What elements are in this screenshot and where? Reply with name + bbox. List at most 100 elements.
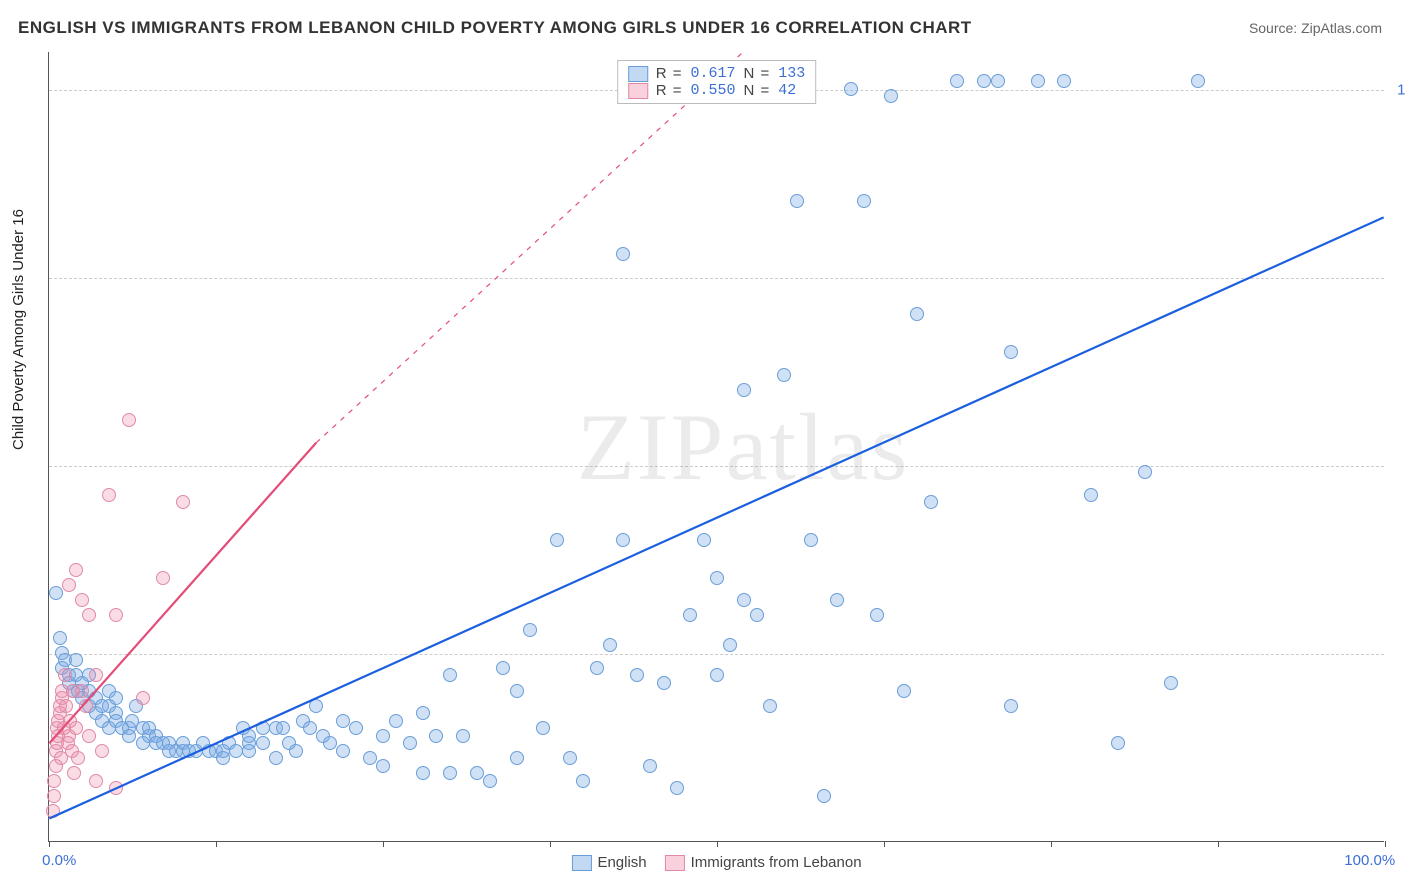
point-english	[349, 721, 363, 735]
point-lebanon	[75, 684, 89, 698]
point-english	[576, 774, 590, 788]
swatch-pink	[628, 83, 648, 99]
trend-lines-svg	[49, 52, 1384, 841]
point-english	[630, 668, 644, 682]
point-english	[710, 571, 724, 585]
r-label: R =	[656, 65, 683, 82]
y-axis-label: Child Poverty Among Girls Under 16	[10, 209, 27, 450]
plot-area: ZIPatlas R = 0.617 N = 133 R = 0.550 N =…	[48, 52, 1384, 842]
point-english	[737, 383, 751, 397]
n-value: 133	[778, 65, 805, 82]
point-lebanon	[95, 744, 109, 758]
point-english	[49, 586, 63, 600]
x-tick	[717, 841, 718, 847]
x-tick-label: 100.0%	[1344, 852, 1395, 869]
gridline-h	[49, 278, 1384, 279]
point-lebanon	[75, 593, 89, 607]
point-english	[884, 89, 898, 103]
point-lebanon	[69, 721, 83, 735]
point-english	[416, 706, 430, 720]
point-english	[403, 736, 417, 750]
x-tick	[884, 841, 885, 847]
r-value: 0.617	[690, 65, 735, 82]
swatch-blue	[628, 66, 648, 82]
point-lebanon	[156, 571, 170, 585]
point-english	[1111, 736, 1125, 750]
n-value: 42	[778, 82, 796, 99]
point-lebanon	[89, 668, 103, 682]
r-label: R =	[656, 82, 683, 99]
point-english	[1084, 488, 1098, 502]
point-english	[790, 194, 804, 208]
legend-label: Immigrants from Lebanon	[691, 854, 862, 871]
point-english	[276, 721, 290, 735]
point-english	[977, 74, 991, 88]
r-value: 0.550	[690, 82, 735, 99]
n-label: N =	[744, 65, 771, 82]
n-label: N =	[744, 82, 771, 99]
legend-row-english: R = 0.617 N = 133	[628, 65, 806, 82]
gridline-h	[49, 466, 1384, 467]
point-english	[323, 736, 337, 750]
point-english	[289, 744, 303, 758]
point-english	[563, 751, 577, 765]
point-english	[1057, 74, 1071, 88]
chart-title: ENGLISH VS IMMIGRANTS FROM LEBANON CHILD…	[18, 18, 972, 38]
x-tick	[383, 841, 384, 847]
point-english	[456, 729, 470, 743]
point-english	[256, 736, 270, 750]
point-english	[256, 721, 270, 735]
point-english	[363, 751, 377, 765]
point-english	[309, 699, 323, 713]
point-english	[697, 533, 711, 547]
point-english	[723, 638, 737, 652]
point-lebanon	[62, 578, 76, 592]
swatch-pink	[665, 855, 685, 871]
point-english	[857, 194, 871, 208]
point-english	[483, 774, 497, 788]
point-english	[242, 729, 256, 743]
point-english	[53, 631, 67, 645]
point-english	[122, 729, 136, 743]
point-english	[897, 684, 911, 698]
x-tick-label: 0.0%	[42, 852, 76, 869]
point-english	[242, 744, 256, 758]
point-english	[844, 82, 858, 96]
x-tick	[550, 841, 551, 847]
point-english	[804, 533, 818, 547]
point-english	[376, 759, 390, 773]
legend-label: English	[597, 854, 646, 871]
point-lebanon	[79, 699, 93, 713]
point-english	[510, 684, 524, 698]
point-english	[1004, 345, 1018, 359]
point-english	[303, 721, 317, 735]
x-tick	[1218, 841, 1219, 847]
point-english	[336, 744, 350, 758]
point-lebanon	[122, 413, 136, 427]
point-english	[670, 781, 684, 795]
point-lebanon	[47, 789, 61, 803]
point-lebanon	[176, 495, 190, 509]
point-english	[536, 721, 550, 735]
point-english	[376, 729, 390, 743]
point-english	[429, 729, 443, 743]
point-lebanon	[71, 751, 85, 765]
point-lebanon	[58, 668, 72, 682]
point-lebanon	[46, 804, 60, 818]
watermark: ZIPatlas	[577, 392, 910, 502]
point-lebanon	[67, 766, 81, 780]
point-english	[870, 608, 884, 622]
point-english	[1191, 74, 1205, 88]
y-tick-label: 100.0%	[1397, 81, 1406, 98]
point-english	[763, 699, 777, 713]
point-english	[643, 759, 657, 773]
point-english	[550, 533, 564, 547]
point-english	[710, 668, 724, 682]
source-attribution: Source: ZipAtlas.com	[1249, 20, 1382, 36]
point-english	[470, 766, 484, 780]
point-english	[1004, 699, 1018, 713]
point-english	[830, 593, 844, 607]
legend-row-lebanon: R = 0.550 N = 42	[628, 82, 806, 99]
point-lebanon	[136, 691, 150, 705]
legend-correlation: R = 0.617 N = 133 R = 0.550 N = 42	[617, 60, 817, 104]
